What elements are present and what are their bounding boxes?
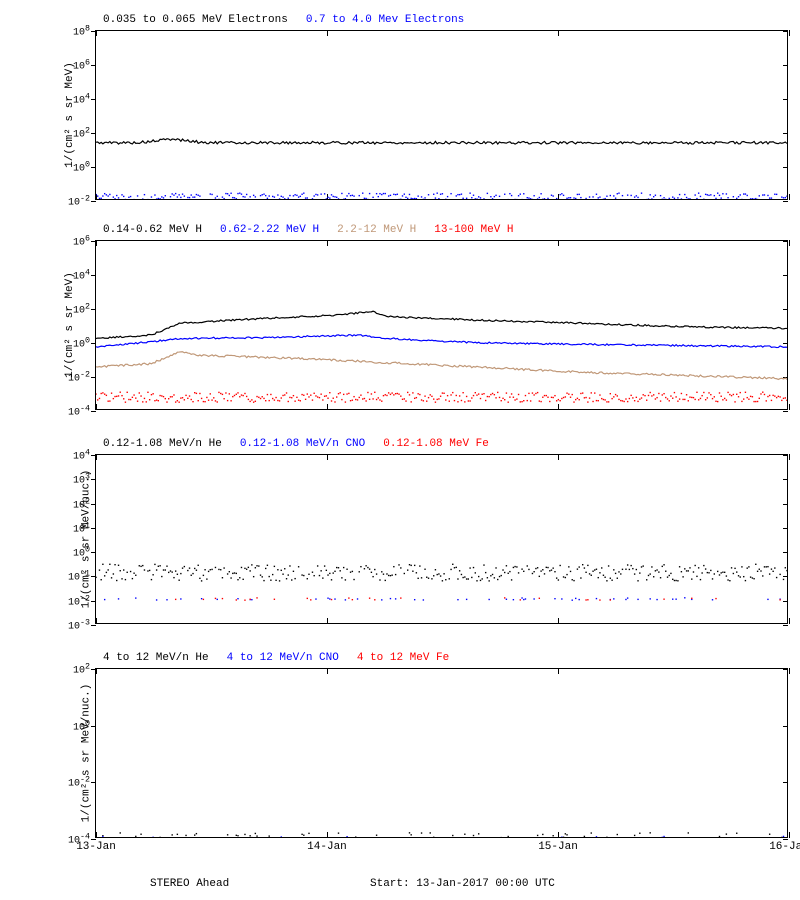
series-label: 2.2-12 MeV H [337,224,416,236]
plot-area: 10-410-210010213-Jan14-Jan15-Jan16-Jan [95,668,788,838]
x-tick-label: 13-Jan [76,841,116,853]
y-tick-label: 102 [73,661,90,676]
series-label: 0.035 to 0.065 MeV Electrons [103,14,288,26]
data-svg [96,241,787,409]
y-tick-label: 104 [73,447,90,462]
data-svg [96,669,787,837]
y-tick-label: 10-3 [68,617,90,632]
y-axis-label: 1/(cm² s sr MeV/nuc.) [80,470,92,609]
footer-left-text: STEREO Ahead [150,878,229,890]
series-labels: 0.14-0.62 MeV H 0.62-2.22 MeV H 2.2-12 MeV… [103,224,532,236]
series-label: 0.12-1.08 MeV/n CNO [240,438,365,450]
series-label: 0.7 to 4.0 Mev Electrons [306,14,464,26]
x-tick-label: 14-Jan [307,841,347,853]
panel-protons: 0.14-0.62 MeV H0.62-2.22 MeV H2.2-12 MeV… [95,240,788,410]
series-label: 0.12-1.08 MeV Fe [383,438,489,450]
series-electrons-low [96,139,787,144]
series-fe-low [175,597,781,601]
series-electrons-high [96,192,787,199]
data-svg [96,31,787,199]
series-labels: 4 to 12 MeV/n He 4 to 12 MeV/n CNO 4 to 12… [103,652,467,664]
y-axis-label: 1/(cm² s sr MeV/nuc.) [80,684,92,823]
series-label: 4 to 12 MeV Fe [357,652,449,664]
plot-area: 10-410-2100102104106 [95,240,788,410]
series-label: 0.12-1.08 MeV/n He [103,438,222,450]
series-h-22-12 [96,352,787,380]
series-cno-high [102,836,784,837]
y-axis-label: 1/(cm² s sr MeV) [64,62,76,168]
series-label: 13-100 MeV H [434,224,513,236]
y-tick-label: 108 [73,23,90,38]
series-label: 4 to 12 MeV/n CNO [227,652,339,664]
series-label: 4 to 12 MeV/n He [103,652,209,664]
panel-ions-high: 4 to 12 MeV/n He4 to 12 MeV/n CNO4 to 12… [95,668,788,838]
series-labels: 0.12-1.08 MeV/n He 0.12-1.08 MeV/n CNO 0.1… [103,438,507,450]
series-labels: 0.035 to 0.065 MeV Electrons 0.7 to 4.0 M… [103,14,482,26]
series-h-014-062 [96,311,787,338]
y-axis-label: 1/(cm² s sr MeV) [64,272,76,378]
series-h-062-222 [96,335,787,348]
plot-area: 10-310-210-1100101102103104 [95,454,788,624]
x-tick-label: 15-Jan [538,841,578,853]
series-h-13-100 [96,392,787,403]
y-tick-label: 106 [73,233,90,248]
series-label: 0.14-0.62 MeV H [103,224,202,236]
series-he-high [102,832,787,837]
footer-center-text: Start: 13-Jan-2017 00:00 UTC [370,878,555,890]
y-tick-label: 10-2 [68,193,90,208]
data-svg [96,455,787,623]
series-cno-low [104,597,781,601]
series-label: 0.62-2.22 MeV H [220,224,319,236]
x-tick-label: 16-Jan [769,841,800,853]
series-he-low [96,564,787,582]
plot-area: 10-2100102104106108 [95,30,788,200]
panel-ions-low: 0.12-1.08 MeV/n He0.12-1.08 MeV/n CNO0.1… [95,454,788,624]
y-tick-label: 10-4 [68,403,90,418]
panel-electrons: 0.035 to 0.065 MeV Electrons0.7 to 4.0 M… [95,30,788,200]
